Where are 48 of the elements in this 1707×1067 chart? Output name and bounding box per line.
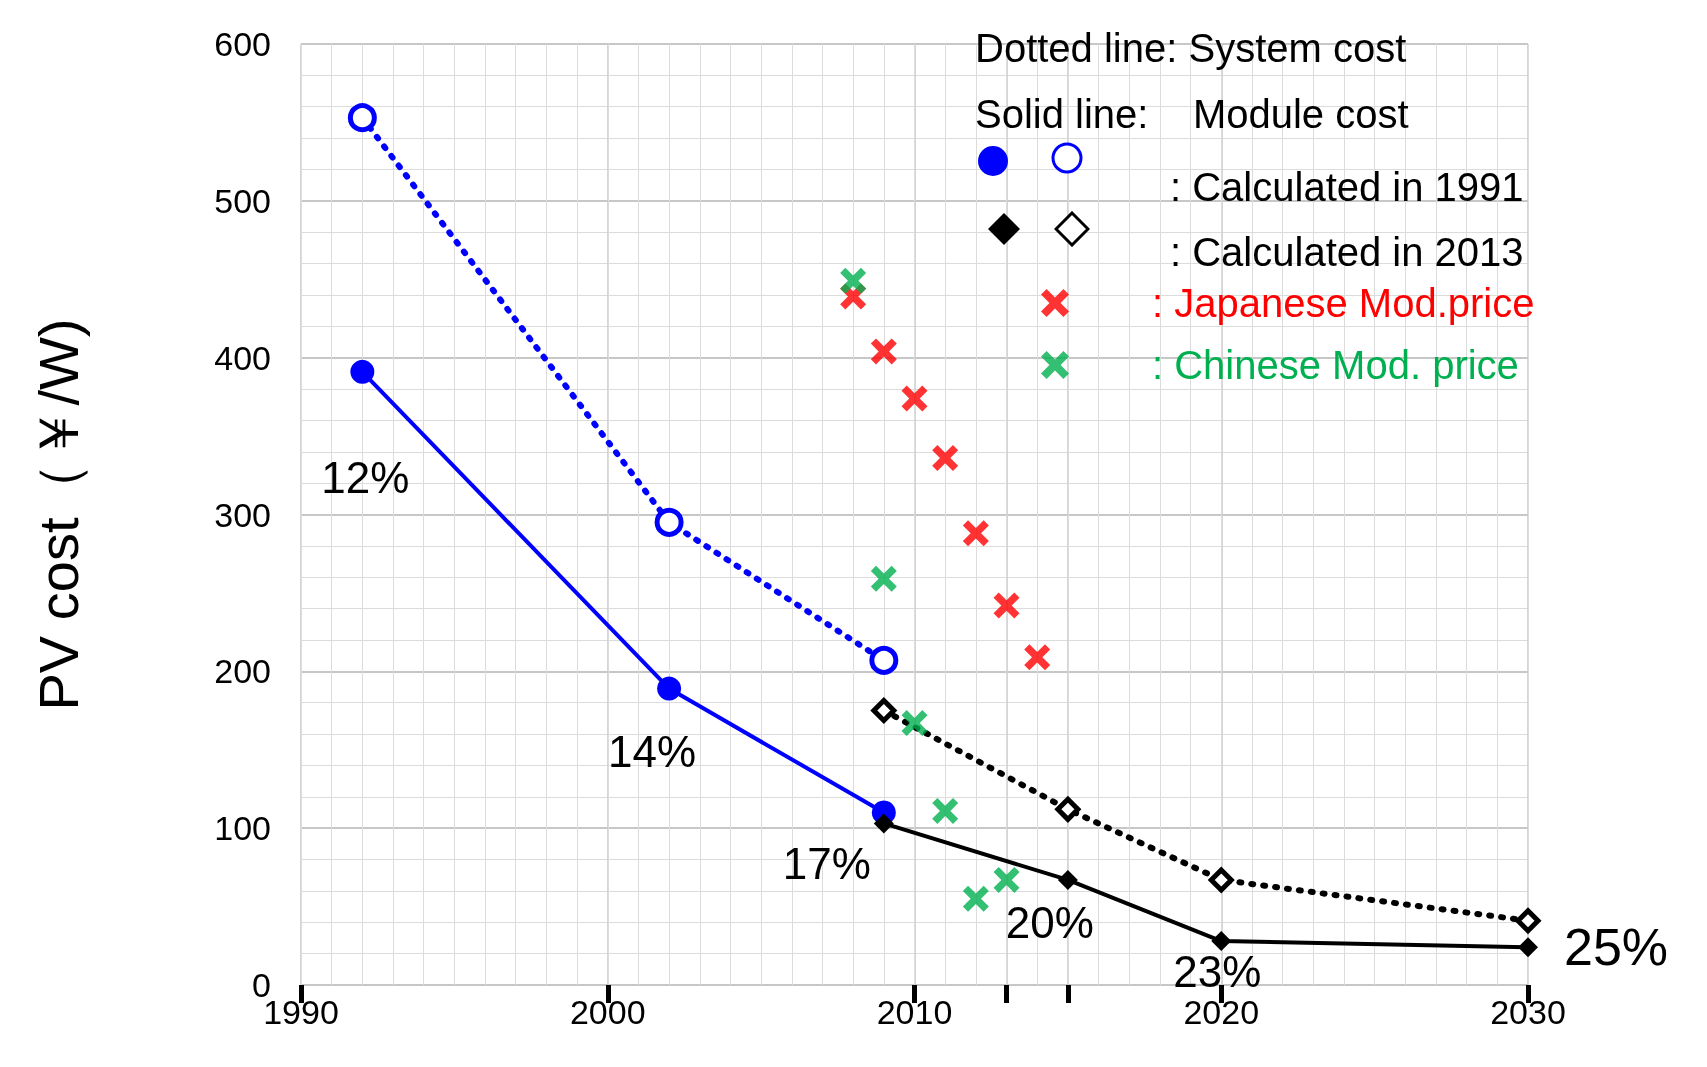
- point: [870, 338, 897, 365]
- y-tick-label: 200: [214, 652, 271, 691]
- point: [840, 267, 867, 294]
- x-tick-label: 2020: [1183, 993, 1260, 1031]
- annotation: 17%: [782, 838, 871, 888]
- y-axis-title: PV cost（￥/W): [26, 318, 90, 711]
- y-tick-label: 400: [214, 338, 271, 377]
- y-tick-label: 300: [214, 495, 271, 534]
- point: [1055, 796, 1081, 822]
- point: [869, 645, 899, 675]
- y-tick-label: 500: [214, 181, 271, 220]
- annotation: : Calculated in 2013: [1170, 230, 1524, 274]
- point: [657, 676, 682, 701]
- point: [1208, 867, 1234, 893]
- point: [1518, 937, 1538, 958]
- legend-label: : Japanese Mod.price: [1152, 281, 1535, 325]
- point: [1211, 931, 1232, 952]
- point: [1515, 908, 1541, 934]
- point: [347, 103, 377, 133]
- x-tick-label: 2000: [569, 993, 646, 1031]
- annotation: Solid line: Module cost: [975, 92, 1409, 136]
- point: [654, 507, 684, 537]
- point: [901, 710, 928, 737]
- point: [962, 885, 989, 912]
- y-tick-label: 100: [214, 809, 271, 848]
- annotation: Dotted line: System cost: [975, 26, 1407, 70]
- annotation: 23%: [1173, 946, 1262, 996]
- point: [993, 592, 1020, 619]
- point: [350, 359, 375, 384]
- annotation: : Calculated in 1991: [1170, 165, 1524, 209]
- point: [932, 797, 959, 824]
- point: [1057, 869, 1078, 890]
- x-tick-label: 2010: [876, 993, 953, 1031]
- text: 25%: [1564, 918, 1669, 977]
- point: [901, 385, 928, 412]
- legend-label: : Chinese Mod. price: [1152, 343, 1519, 387]
- point: [932, 445, 959, 472]
- x-tick-label: 2030: [1490, 993, 1566, 1031]
- point: [993, 866, 1020, 893]
- annotation: 12%: [321, 453, 410, 503]
- point: [962, 520, 989, 547]
- point: [873, 813, 894, 834]
- y-tick-label: 600: [214, 25, 271, 63]
- point: [870, 565, 897, 592]
- annotation: 14%: [608, 727, 697, 777]
- annotation: 20%: [1005, 898, 1094, 948]
- point: [871, 698, 897, 724]
- point: [1024, 644, 1051, 671]
